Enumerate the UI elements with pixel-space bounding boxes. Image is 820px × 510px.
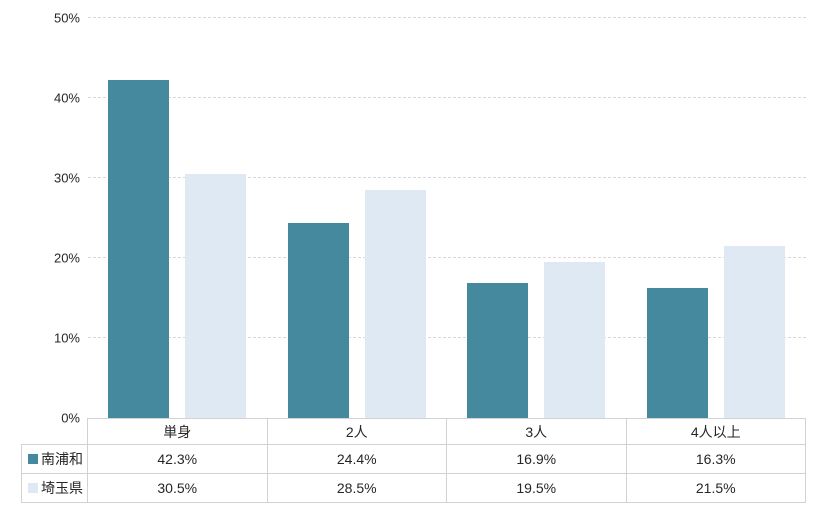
y-axis-tick-label: 50% (53, 10, 80, 26)
y-axis-tick-label: 0% (61, 410, 80, 426)
legend-swatch-icon (28, 483, 38, 493)
category-header-cell: 4人以上 (626, 418, 806, 445)
category-label: 3人 (525, 423, 548, 440)
value-label: 19.5% (516, 480, 557, 496)
bar-series-0-category-2 (467, 282, 528, 418)
bar-series-0-category-1 (287, 222, 349, 418)
table-value-cell: 30.5% (88, 474, 268, 503)
gridline-50 (88, 17, 806, 18)
table-value-cell: 21.5% (626, 474, 806, 503)
value-label: 42.3% (157, 451, 198, 467)
category-label: 4人以上 (690, 423, 741, 440)
value-label: 16.3% (695, 451, 736, 467)
category-header-cell: 単身 (88, 418, 268, 445)
value-label: 24.4% (336, 451, 377, 467)
category-header-cell: 3人 (447, 418, 627, 445)
table-corner-cell (21, 418, 88, 445)
table-value-cell: 19.5% (447, 474, 627, 503)
value-label: 21.5% (695, 480, 736, 496)
table-value-cell: 16.3% (626, 445, 806, 474)
y-axis-tick-label: 20% (53, 250, 80, 266)
bar-series-1-category-0 (185, 174, 246, 418)
series-name-label: 南浦和 (41, 451, 83, 467)
value-label: 16.9% (516, 451, 557, 467)
bar-series-1-category-1 (364, 190, 426, 418)
gridline-10 (88, 337, 806, 338)
bar-series-0-category-3 (646, 287, 708, 418)
y-axis: 0% 10% 20% 30% 40% 50% (0, 0, 80, 510)
legend-row-label: 埼玉県 (21, 474, 88, 503)
y-axis-tick-label: 40% (53, 90, 80, 106)
bar-series-0-category-0 (108, 79, 169, 418)
plot-area (88, 17, 806, 418)
category-label: 2人 (345, 423, 368, 440)
gridline-30 (88, 177, 806, 178)
table-value-cell: 42.3% (88, 445, 268, 474)
gridline-20 (88, 257, 806, 258)
series-name-label: 埼玉県 (41, 480, 83, 496)
legend-swatch-icon (28, 454, 38, 464)
bar-series-1-category-2 (544, 262, 605, 418)
y-axis-tick-label: 10% (53, 330, 80, 346)
bar-series-1-category-3 (723, 246, 785, 418)
table-value-cell: 28.5% (267, 474, 447, 503)
gridline-40 (88, 97, 806, 98)
chart-data-table: 単身 2人 3人 4人以上南浦和 42.3% 24.4% 16.9% 16.3% 埼玉県 30.5… (21, 418, 806, 503)
category-header-cell: 2人 (267, 418, 447, 445)
legend-row-label: 南浦和 (21, 445, 88, 474)
value-label: 30.5% (157, 480, 198, 496)
table-value-cell: 16.9% (447, 445, 627, 474)
table-value-cell: 24.4% (267, 445, 447, 474)
value-label: 28.5% (336, 480, 377, 496)
category-label: 単身 (163, 423, 192, 440)
y-axis-tick-label: 30% (53, 170, 80, 186)
